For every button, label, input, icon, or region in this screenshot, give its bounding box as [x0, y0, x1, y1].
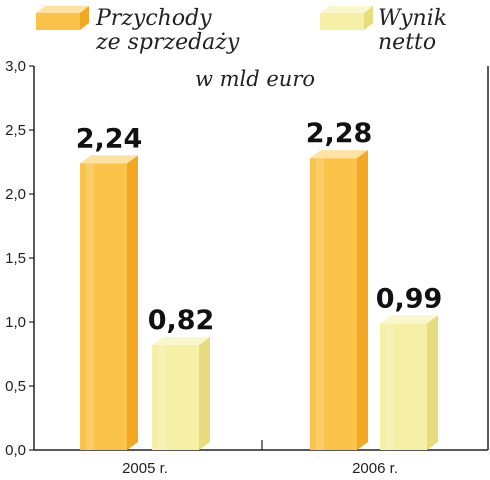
- data-label: 0,82: [148, 305, 215, 336]
- bars: [80, 150, 438, 450]
- legend-label: netto: [378, 30, 436, 55]
- bar-side: [427, 315, 438, 450]
- data-label: 2,24: [76, 123, 143, 154]
- bar: [80, 155, 138, 450]
- bar-top: [152, 337, 210, 346]
- legend-label: Przychody: [95, 6, 212, 31]
- y-tick-label: 1,0: [5, 314, 26, 331]
- bar-highlight: [86, 163, 94, 450]
- bar-highlight: [158, 345, 166, 450]
- data-label: 0,99: [376, 283, 443, 314]
- bar-top: [310, 150, 368, 159]
- data-label: 2,28: [306, 118, 373, 149]
- bar: [310, 150, 368, 450]
- bar-top: [80, 155, 138, 164]
- bar-front: [152, 345, 199, 450]
- bar-front: [80, 163, 127, 450]
- y-tick-label: 0,0: [5, 442, 26, 459]
- y-tick-label: 2,0: [5, 186, 26, 203]
- legend-label: ze sprzedaży: [95, 30, 240, 55]
- bar-front: [380, 323, 427, 450]
- y-tick-label: 3,0: [5, 58, 26, 75]
- legend-label: Wynik: [378, 6, 447, 31]
- bar-side: [357, 150, 368, 450]
- bar-highlight: [316, 158, 324, 450]
- legend-swatch-top: [36, 6, 89, 13]
- y-tick-label: 2,5: [5, 122, 26, 139]
- x-tick-label: 2006 r.: [352, 460, 398, 477]
- legend-swatch-top: [320, 6, 373, 13]
- legend-swatch-side: [364, 6, 373, 30]
- bar-front: [310, 158, 357, 450]
- y-tick-label: 0,5: [5, 378, 26, 395]
- bar: [380, 315, 438, 450]
- value-labels: 2,24 2,28 0,82 0,99: [76, 118, 443, 336]
- y-tick-label: 1,5: [5, 250, 26, 267]
- bar-side: [199, 337, 210, 450]
- legend-swatch-front: [36, 13, 80, 30]
- legend-swatch-front: [320, 13, 364, 30]
- bar: [152, 337, 210, 450]
- bar-highlight: [386, 323, 394, 450]
- bar-top: [380, 315, 438, 324]
- bar-side: [127, 155, 138, 450]
- x-tick-label: 2005 r.: [122, 460, 168, 477]
- unit-label: w mld euro: [195, 67, 315, 91]
- legend-swatch-side: [80, 6, 89, 30]
